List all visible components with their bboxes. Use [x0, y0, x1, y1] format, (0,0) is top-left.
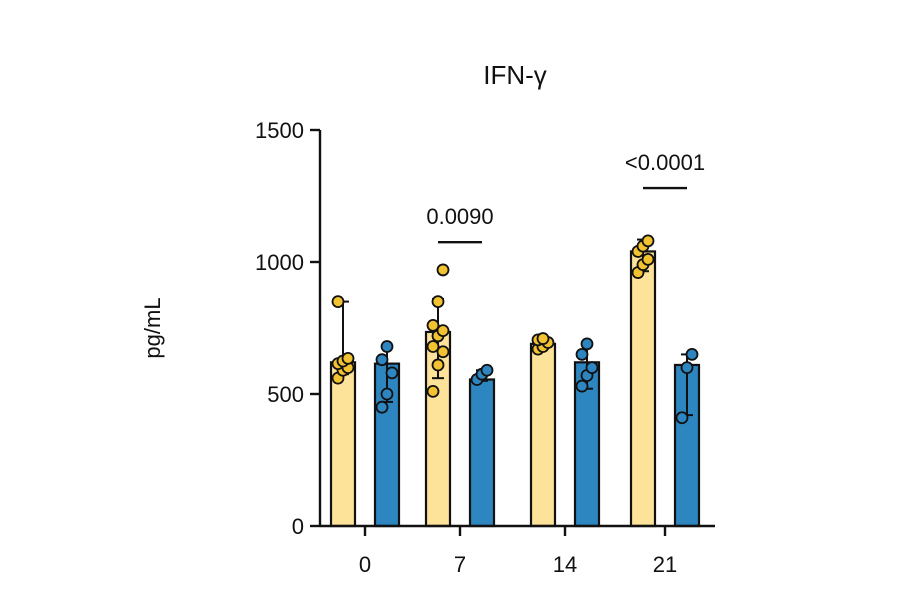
bar — [468, 378, 496, 528]
data-point — [341, 351, 355, 365]
data-point — [375, 353, 389, 367]
data-point — [436, 345, 450, 359]
x-tick-label: 7 — [454, 552, 466, 577]
y-tick-label: 1500 — [255, 118, 304, 143]
data-point — [436, 263, 450, 277]
y-tick-label: 1000 — [255, 250, 304, 275]
p-value-label: <0.0001 — [625, 150, 705, 175]
data-point — [431, 358, 445, 372]
data-point — [580, 337, 594, 351]
series-2 — [373, 337, 701, 528]
data-point — [426, 340, 440, 353]
data-point — [575, 379, 589, 393]
series-1 — [329, 234, 657, 528]
data-point — [641, 234, 655, 248]
data-point — [380, 340, 394, 353]
bar — [329, 361, 357, 528]
x-tick-label: 0 — [359, 552, 371, 577]
y-axis-label: pg/mL — [140, 297, 165, 358]
y-tick-label: 500 — [267, 382, 304, 407]
data-point — [575, 347, 589, 361]
chart-title: IFN-γ — [483, 60, 547, 90]
data-point — [426, 384, 440, 398]
data-point — [585, 361, 599, 375]
data-point — [375, 400, 389, 414]
x-tick-label: 14 — [553, 552, 577, 577]
data-point — [685, 347, 699, 361]
x-tick-label: 21 — [653, 552, 677, 577]
data-point — [641, 252, 655, 266]
plot-area: 0 500 1000 1500 0 7 14 21 0.0090 <0.0001 — [255, 118, 715, 577]
data-point — [426, 318, 440, 332]
data-point — [480, 363, 494, 377]
data-point — [675, 411, 689, 425]
data-point — [680, 361, 694, 375]
y-tick-label: 0 — [292, 514, 304, 539]
bar — [529, 342, 557, 528]
data-point — [385, 366, 399, 380]
data-point — [380, 387, 394, 401]
bar — [629, 250, 657, 528]
data-point — [536, 332, 550, 345]
data-point — [436, 324, 450, 338]
data-point — [431, 295, 445, 309]
p-value-label: 0.0090 — [426, 204, 493, 229]
data-point — [331, 295, 345, 309]
